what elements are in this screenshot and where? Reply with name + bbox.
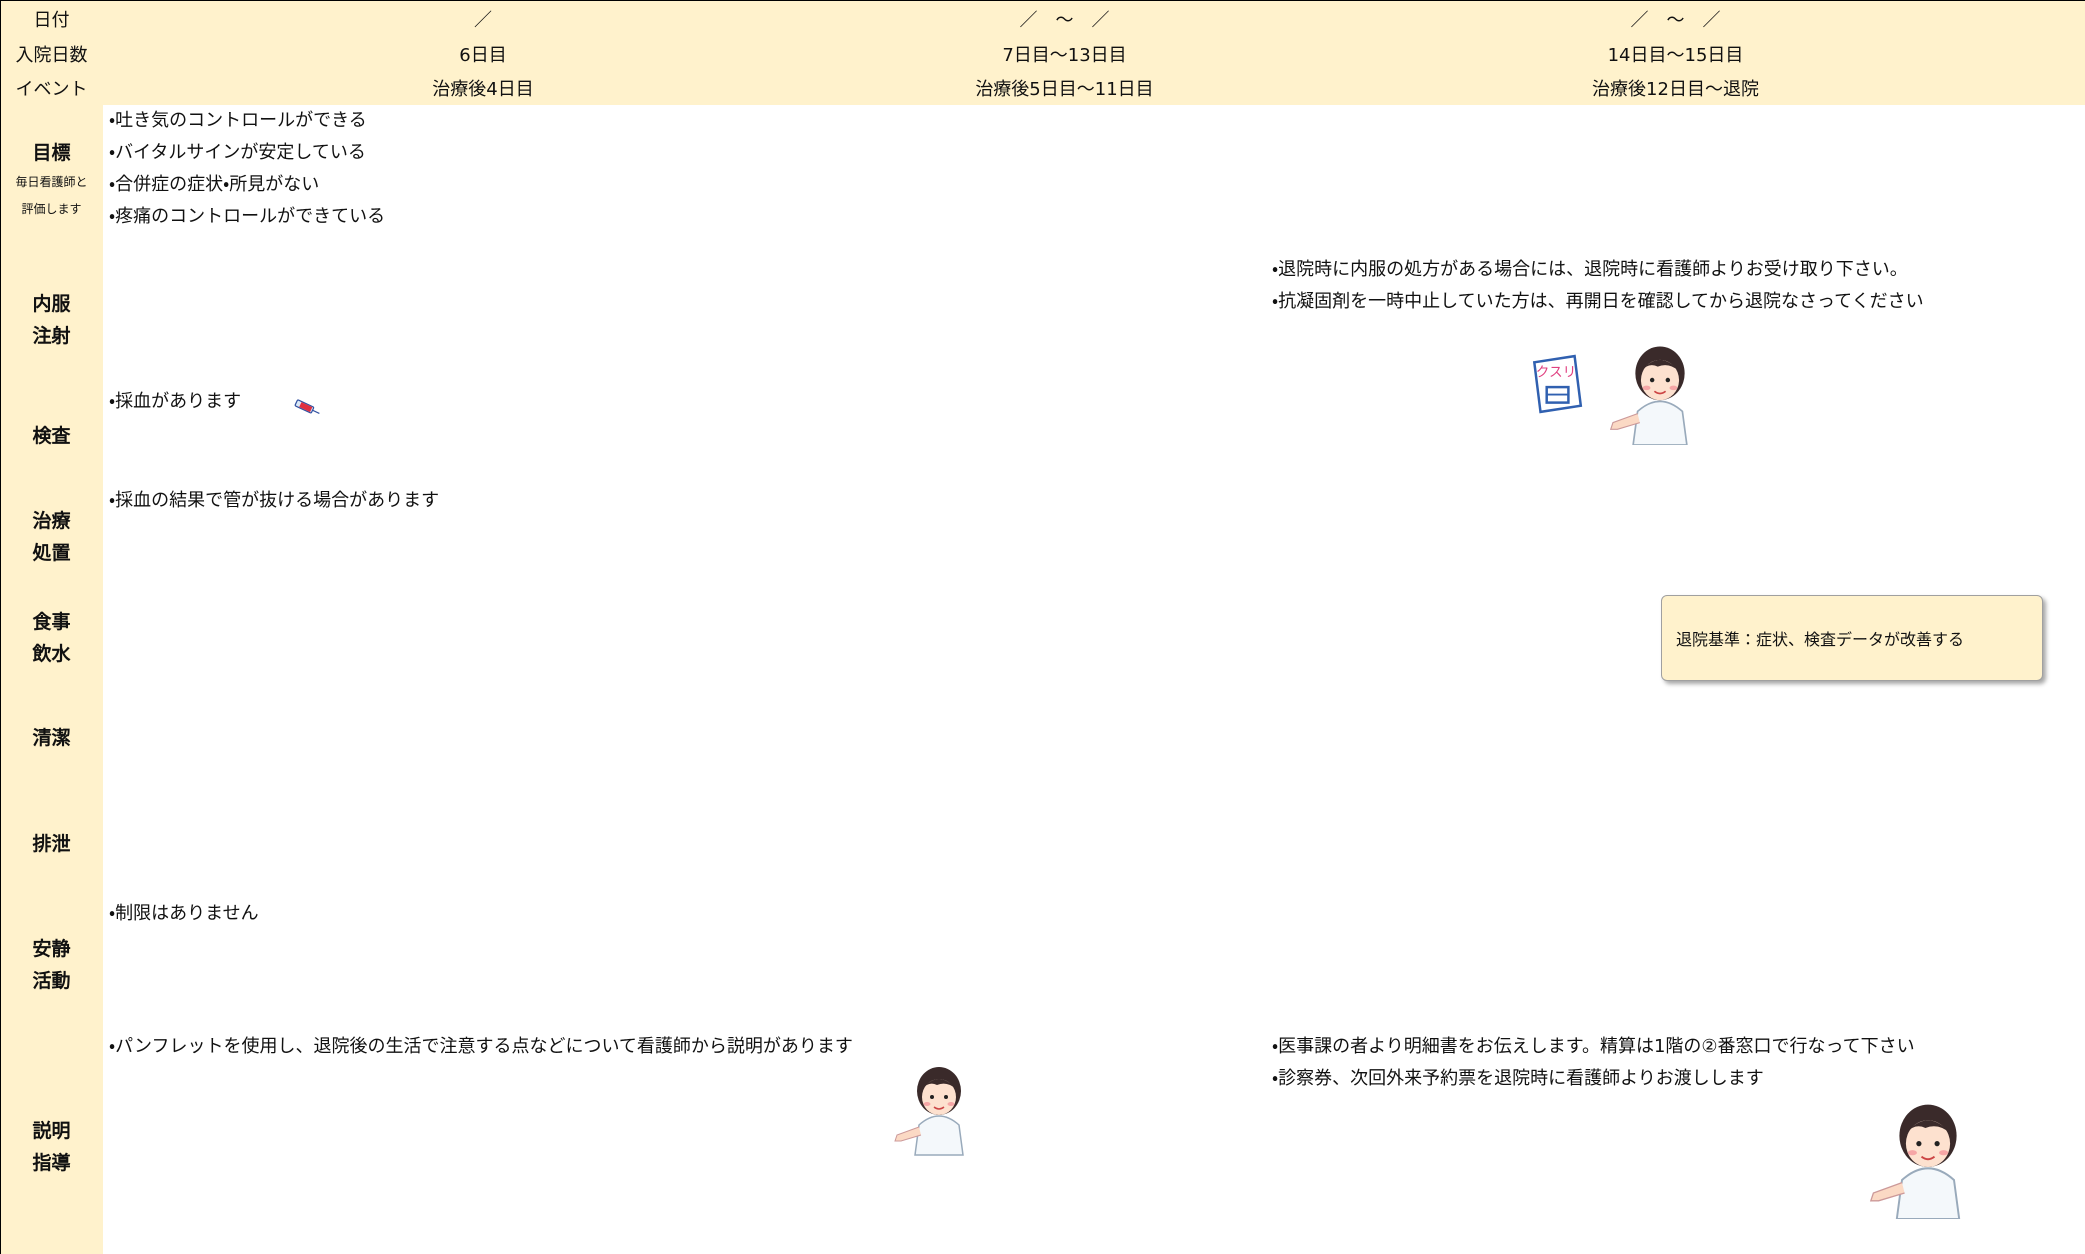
header-cell-text: 7日目～13日目	[1002, 45, 1127, 66]
header-label-text: 日付	[33, 9, 70, 31]
header-cell-text: 14日目～15日目	[1607, 45, 1744, 66]
header-cell-text: 治療後5日目～11日目	[975, 79, 1154, 100]
row-label-line: 注射	[32, 325, 71, 347]
bullet-item: ・合併症の症状・所見がない	[109, 174, 320, 195]
row-label-line: 処置	[32, 542, 71, 564]
row-label-line: 食事	[32, 610, 71, 633]
header-label-text: イベント	[15, 79, 88, 100]
bullet-item: ・医事課の者より明細書をお伝えします。精算は1階の②番窓口で行なって下さい	[1272, 1036, 1915, 1057]
row-label-line: 治療	[32, 510, 71, 532]
discharge-criteria-callout: 退院基準：症状、検査データが改善する	[1661, 595, 2043, 681]
header-cell-text: ／ ～ ／	[1630, 9, 1721, 31]
bullet-item: ・バイタルサインが安定している	[109, 142, 366, 163]
row-label: 安静 活動	[1, 898, 104, 1032]
bullet-item: ・疼痛のコントロールができている	[109, 206, 386, 227]
row-label-line: 飲水	[32, 642, 71, 665]
row-label: 目標毎日看護師と 評価します	[1, 105, 104, 255]
medicine-illustration: クスリ	[1525, 353, 1587, 415]
row-label: 内服 注射	[1, 254, 104, 387]
header-cell: 7日目～13日目	[863, 37, 1267, 72]
header-cell-text: 6日目	[459, 45, 507, 66]
bullet-item: ・吐き気のコントロールができる	[109, 110, 367, 131]
row-label: 治療 処置	[1, 485, 104, 590]
row-label-line: 説明	[32, 1119, 71, 1142]
header-cell: ／ ～ ／	[1266, 1, 2085, 38]
bullet-item: ・制限はありません	[109, 903, 259, 924]
row-cell: ・採血の結果で管が抜ける場合があります	[103, 485, 2085, 590]
header-cell: 14日目～15日目	[1266, 37, 2085, 72]
header-cell: ／ ～ ／	[863, 1, 1267, 38]
bullet-item: ・採血があります	[109, 391, 242, 412]
row-label: 検査	[1, 386, 104, 486]
row-label-line: 排泄	[32, 833, 71, 855]
row-cell: ・制限はありません	[103, 898, 2085, 1032]
header-label: イベント	[1, 71, 104, 106]
row-cell	[863, 386, 1267, 486]
row-label-line: 内服	[32, 293, 71, 315]
row-label-line: 検査	[32, 424, 71, 447]
bullet-item: ・診察券、次回外来予約票を退院時に看護師よりお渡しします	[1272, 1068, 1764, 1089]
row-label-line: 活動	[32, 969, 71, 992]
row-cell	[103, 254, 1267, 387]
header-cell-text: ／	[474, 9, 492, 31]
header-label-text: 入院日数	[15, 45, 88, 66]
nurse-illustration	[1863, 1089, 1993, 1219]
row-cell	[103, 790, 2085, 899]
header-label: 日付	[1, 1, 104, 38]
bullet-item: ・採血の結果で管が抜ける場合があります	[109, 490, 440, 511]
nurse-illustration	[889, 1055, 989, 1156]
bullet-item: ・退院時に内服の処方がある場合には、退院時に看護師よりお受け取り下さい。	[1272, 259, 1908, 280]
bullet-item: ・パンフレットを使用し、退院後の生活で注意する点などについて看護師から説明があり…	[109, 1036, 853, 1057]
header-cell: 治療後5日目～11日目	[863, 71, 1267, 106]
row-label: 清潔	[1, 686, 104, 791]
row-cell: ・パンフレットを使用し、退院後の生活で注意する点などについて看護師から説明があり…	[103, 1031, 1267, 1254]
header-cell: 治療後4日目	[103, 71, 864, 106]
row-label-note: 評価します	[21, 201, 82, 216]
syringe-illustration	[294, 399, 320, 414]
bullet-item: ・抗凝固剤を一時中止していた方は、再開日を確認してから退院なさってください	[1272, 291, 1924, 312]
row-cell: ・採血があります	[103, 386, 864, 486]
nurse-illustration	[1604, 333, 1716, 445]
row-label: 排泄	[1, 790, 104, 899]
row-label: 食事 飲水	[1, 589, 104, 687]
row-label-line: 清潔	[32, 727, 71, 749]
row-cell	[103, 686, 2085, 791]
header-cell: ／	[103, 1, 864, 38]
svg-text:クスリ: クスリ	[1536, 365, 1576, 381]
row-label-line: 目標	[32, 141, 71, 164]
row-label: 説明 指導	[1, 1031, 104, 1254]
header-cell-text: 治療後4日目	[432, 79, 534, 100]
header-cell-text: ／ ～ ／	[1019, 9, 1110, 31]
row-label-line: 指導	[32, 1151, 71, 1174]
header-label: 入院日数	[1, 37, 104, 72]
row-label-note: 毎日看護師と	[15, 174, 88, 189]
header-cell: 6日目	[103, 37, 864, 72]
header-cell-text: 治療後12日目～退院	[1592, 79, 1759, 100]
row-label-line: 安静	[32, 937, 71, 960]
row-cell: ・吐き気のコントロールができる ・バイタルサインが安定している ・合併症の症状・所見…	[103, 105, 2085, 255]
header-cell: 治療後12日目～退院	[1266, 71, 2085, 106]
